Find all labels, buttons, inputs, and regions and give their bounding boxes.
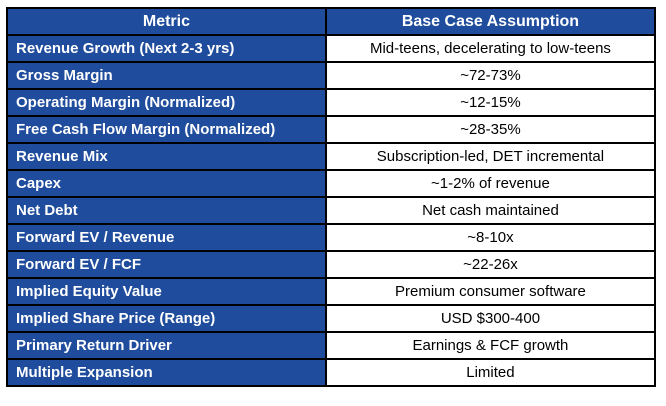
table-row: Implied Share Price (Range) USD $300-400 — [6, 304, 657, 333]
column-header-base-case-assumption: Base Case Assumption — [324, 7, 657, 36]
metric-cell: Implied Equity Value — [6, 277, 327, 306]
table-row: Multiple Expansion Limited — [6, 358, 657, 387]
table-body: Revenue Growth (Next 2-3 yrs) Mid-teens, … — [6, 34, 657, 387]
metric-cell: Gross Margin — [6, 61, 327, 90]
table-row: Free Cash Flow Margin (Normalized) ~28-35… — [6, 115, 657, 144]
metric-cell: Implied Share Price (Range) — [6, 304, 327, 333]
metric-cell: Capex — [6, 169, 327, 198]
table-row: Primary Return Driver Earnings & FCF grow… — [6, 331, 657, 360]
assumption-cell: Net cash maintained — [324, 196, 657, 225]
metric-cell: Operating Margin (Normalized) — [6, 88, 327, 117]
assumption-cell: ~72-73% — [324, 61, 657, 90]
metric-cell: Primary Return Driver — [6, 331, 327, 360]
table-row: Net Debt Net cash maintained — [6, 196, 657, 225]
metric-cell: Net Debt — [6, 196, 327, 225]
assumption-cell: Premium consumer software — [324, 277, 657, 306]
metric-cell: Forward EV / FCF — [6, 250, 327, 279]
table-row: Revenue Growth (Next 2-3 yrs) Mid-teens, … — [6, 34, 657, 63]
table-row: Operating Margin (Normalized) ~12-15% — [6, 88, 657, 117]
table-row: Gross Margin ~72-73% — [6, 61, 657, 90]
table-row: Capex ~1-2% of revenue — [6, 169, 657, 198]
assumption-cell: ~8-10x — [324, 223, 657, 252]
assumption-cell: Earnings & FCF growth — [324, 331, 657, 360]
assumption-cell: ~12-15% — [324, 88, 657, 117]
header-row: Metric Base Case Assumption — [6, 7, 657, 36]
table-row: Forward EV / Revenue ~8-10x — [6, 223, 657, 252]
assumption-cell: Mid-teens, decelerating to low-teens — [324, 34, 657, 63]
metric-cell: Multiple Expansion — [6, 358, 327, 387]
column-header-metric: Metric — [6, 7, 327, 36]
table-row: Forward EV / FCF ~22-26x — [6, 250, 657, 279]
metric-cell: Free Cash Flow Margin (Normalized) — [6, 115, 327, 144]
metric-cell: Revenue Growth (Next 2-3 yrs) — [6, 34, 327, 63]
assumption-cell: Limited — [324, 358, 657, 387]
assumption-cell: ~22-26x — [324, 250, 657, 279]
metric-cell: Forward EV / Revenue — [6, 223, 327, 252]
assumption-cell: ~1-2% of revenue — [324, 169, 657, 198]
metric-cell: Revenue Mix — [6, 142, 327, 171]
assumption-cell: USD $300-400 — [324, 304, 657, 333]
assumptions-table-container: Metric Base Case Assumption Revenue Grow… — [6, 7, 657, 387]
table-row: Revenue Mix Subscription-led, DET increme… — [6, 142, 657, 171]
assumption-cell: ~28-35% — [324, 115, 657, 144]
assumptions-table: Metric Base Case Assumption Revenue Grow… — [6, 7, 657, 387]
table-row: Implied Equity Value Premium consumer sof… — [6, 277, 657, 306]
assumption-cell: Subscription-led, DET incremental — [324, 142, 657, 171]
